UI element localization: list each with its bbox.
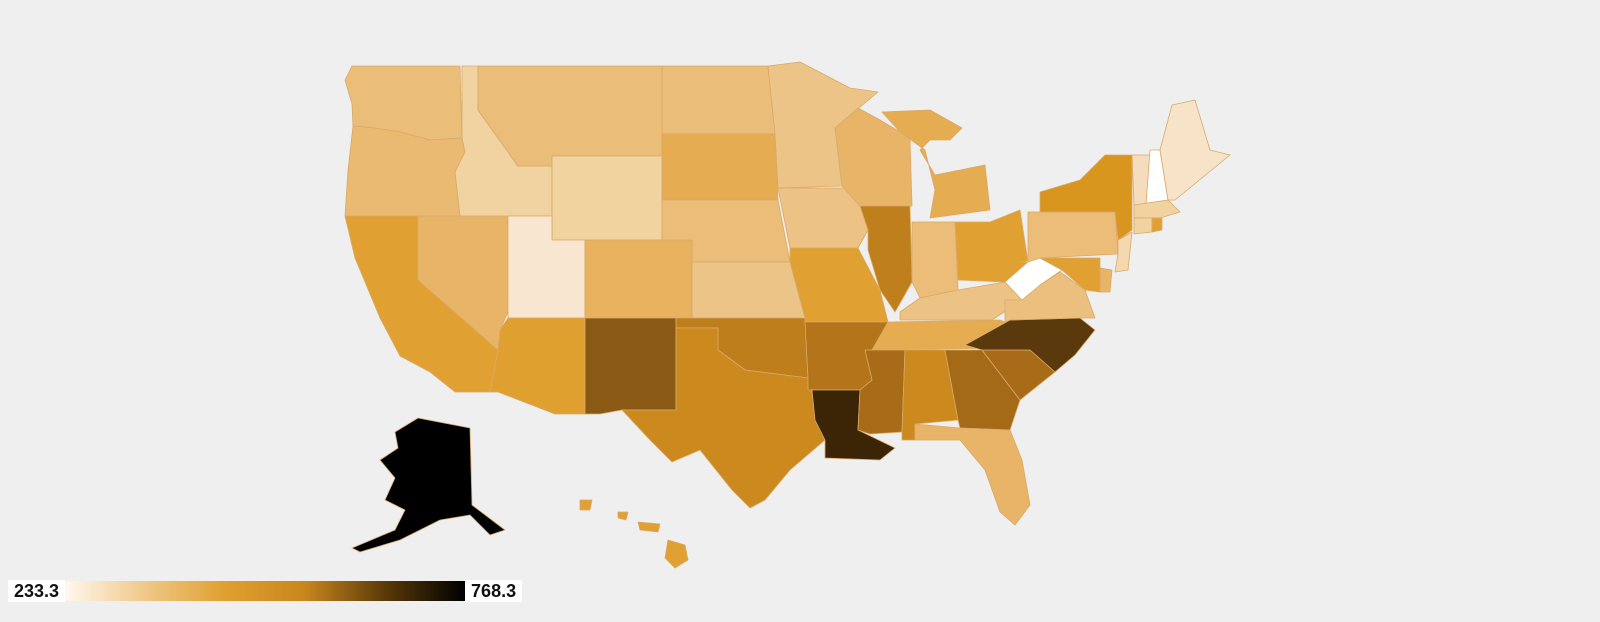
state-WY[interactable] (551, 155, 663, 241)
state-OR[interactable] (344, 125, 466, 217)
state-CO[interactable] (584, 239, 693, 319)
color-legend: 233.3 768.3 (8, 580, 523, 602)
legend-min-label: 233.3 (8, 580, 66, 602)
state-IN[interactable] (911, 221, 959, 299)
state-NM[interactable] (584, 317, 677, 415)
legend-max-label: 768.3 (465, 580, 523, 602)
state-AZ[interactable] (489, 317, 586, 415)
state-CT[interactable] (1133, 217, 1153, 235)
state-DE[interactable] (1099, 267, 1113, 293)
state-MA[interactable] (1133, 199, 1181, 219)
state-PA[interactable] (1027, 211, 1119, 263)
state-SD[interactable] (661, 133, 779, 201)
state-ND[interactable] (661, 65, 776, 135)
state-IL[interactable] (859, 205, 913, 313)
state-VA[interactable] (1004, 271, 1096, 323)
state-MD[interactable] (1039, 257, 1101, 293)
state-ME[interactable] (1159, 99, 1231, 201)
state-FL[interactable] (914, 423, 1031, 526)
state-HI[interactable] (579, 499, 689, 569)
state-MI[interactable] (881, 109, 991, 219)
state-NJ[interactable] (1114, 231, 1133, 273)
legend-gradient-bar (65, 581, 466, 601)
state-AK[interactable] (351, 417, 506, 553)
state-RI[interactable] (1151, 217, 1163, 233)
state-WI[interactable] (834, 107, 913, 207)
state-KS[interactable] (691, 261, 806, 319)
state-TX[interactable] (621, 327, 826, 509)
state-NY[interactable] (1039, 154, 1133, 241)
us-state-map (344, 61, 1231, 569)
